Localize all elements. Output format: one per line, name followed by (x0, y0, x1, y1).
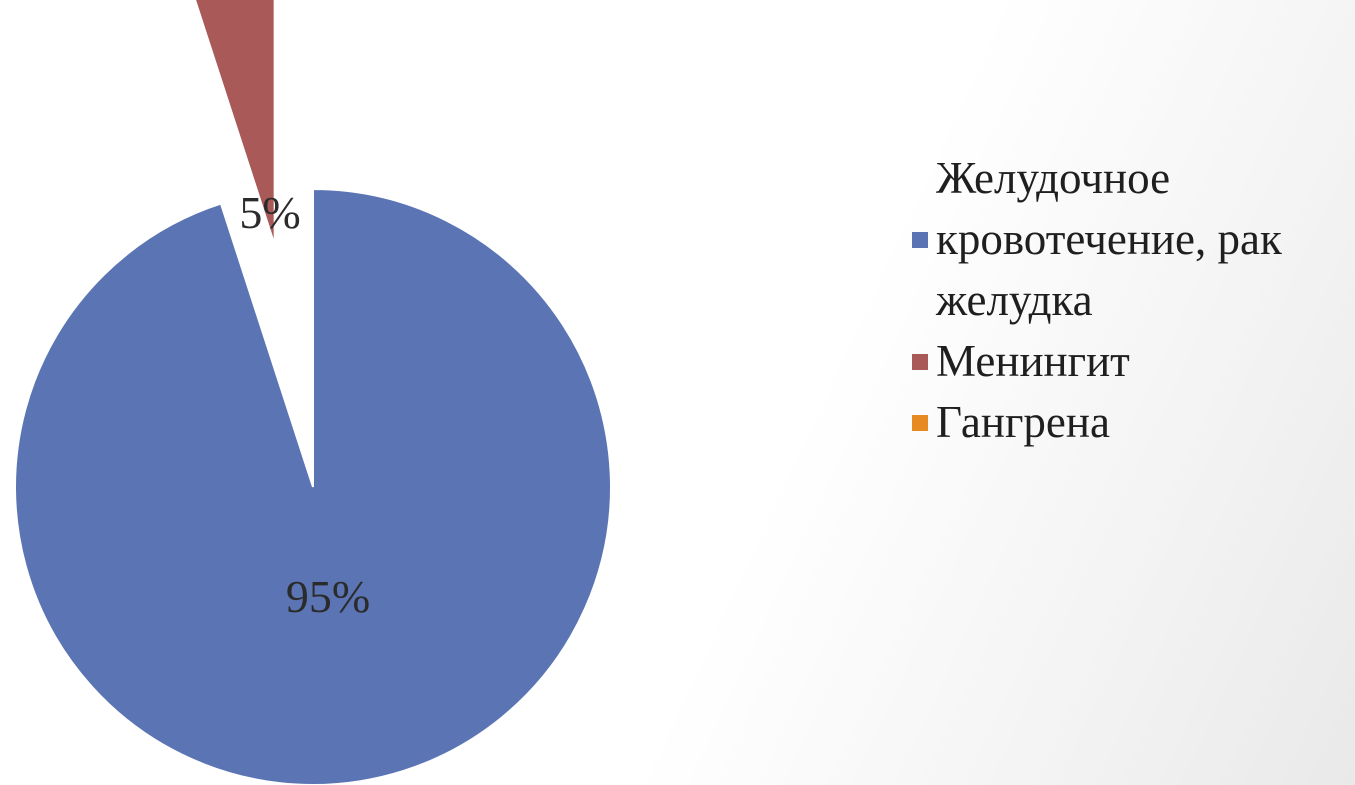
legend-item-meningitis: Менингит (910, 331, 1340, 392)
chart-legend: Желудочное кровотечение, рак желудка Мен… (910, 148, 1340, 453)
pie-slice-gastric-bleeding (14, 187, 612, 785)
data-label-gastric-bleeding: 95% (286, 571, 370, 622)
legend-label-gastric-bleeding: Желудочное кровотечение, рак желудка (936, 153, 1282, 325)
legend-item-gastric-bleeding: Желудочное кровотечение, рак желудка (910, 148, 1340, 331)
pie-data-labels: 95% 5% (239, 187, 370, 622)
pie-slices (14, 0, 612, 785)
pie-slice-meningitis (194, 0, 276, 246)
legend-swatch-gangrene (912, 415, 928, 431)
legend-label-gangrene: Гангрена (936, 397, 1110, 447)
data-label-meningitis: 5% (239, 187, 300, 238)
legend-item-gangrene: Гангрена (910, 392, 1340, 453)
legend-swatch-meningitis (912, 354, 928, 370)
legend-label-meningitis: Менингит (936, 336, 1130, 386)
legend-swatch-gastric-bleeding (912, 232, 928, 248)
